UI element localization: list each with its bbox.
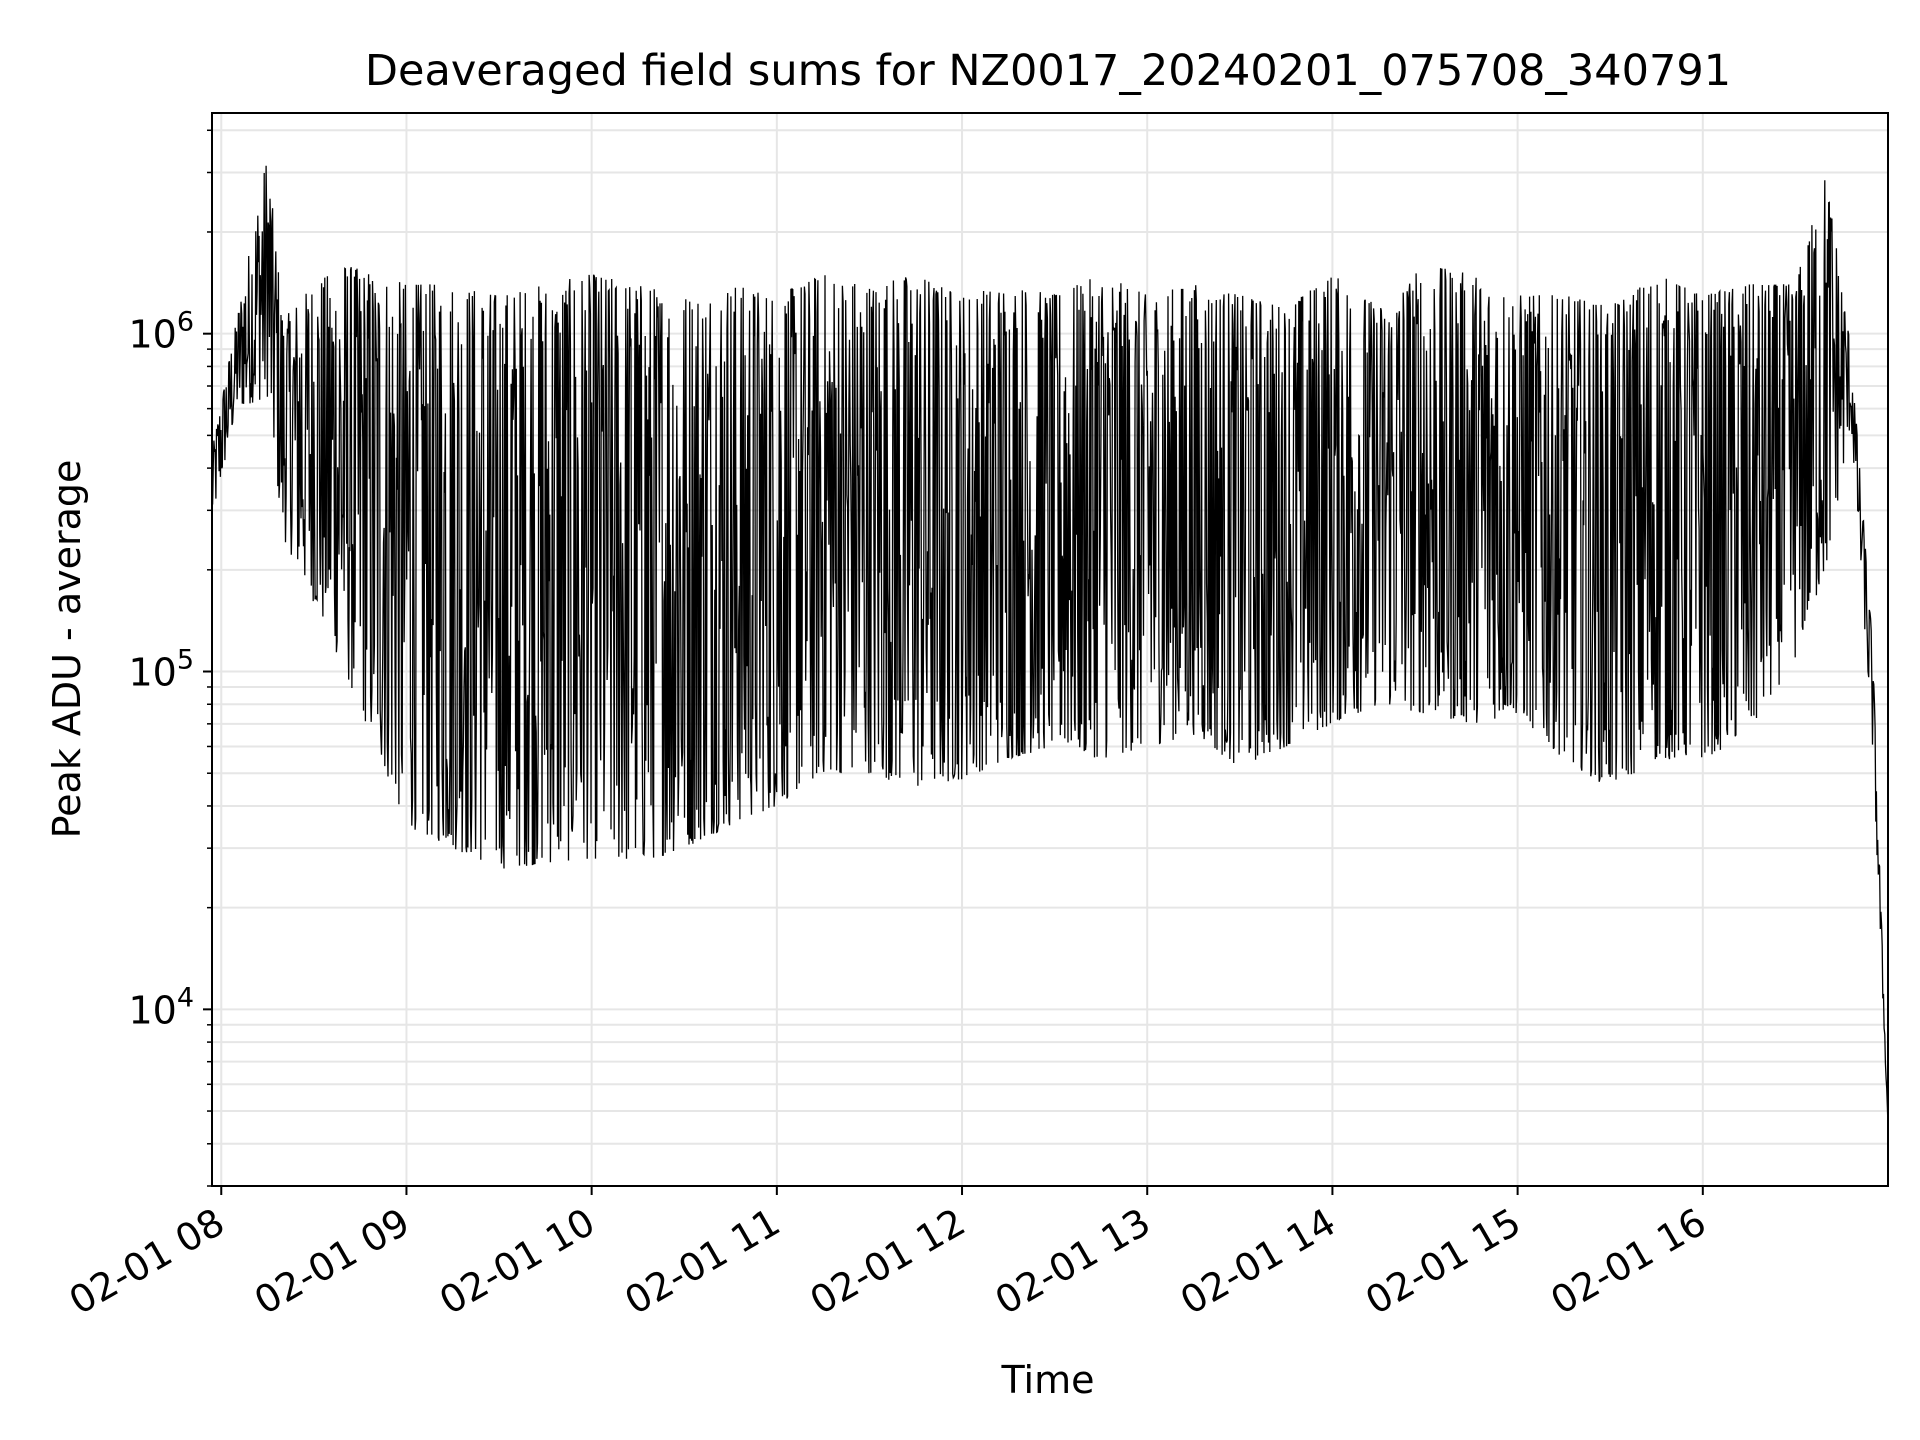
x-axis-label: Time: [1001, 1358, 1095, 1402]
y-axis: 104 105 106: [128, 129, 212, 1187]
axes-frame: [211, 112, 1889, 1187]
y-axis-label: Peak ADU - average: [45, 460, 89, 839]
chart-title: Deaveraged field sums for NZ0017_2024020…: [365, 46, 1731, 96]
y-tick-label: 105: [128, 645, 194, 695]
y-tick-label: 106: [128, 307, 194, 357]
series-line-group: [212, 165, 1888, 1127]
y-tick-label: 104: [128, 982, 194, 1032]
series-line: [212, 165, 1888, 1127]
